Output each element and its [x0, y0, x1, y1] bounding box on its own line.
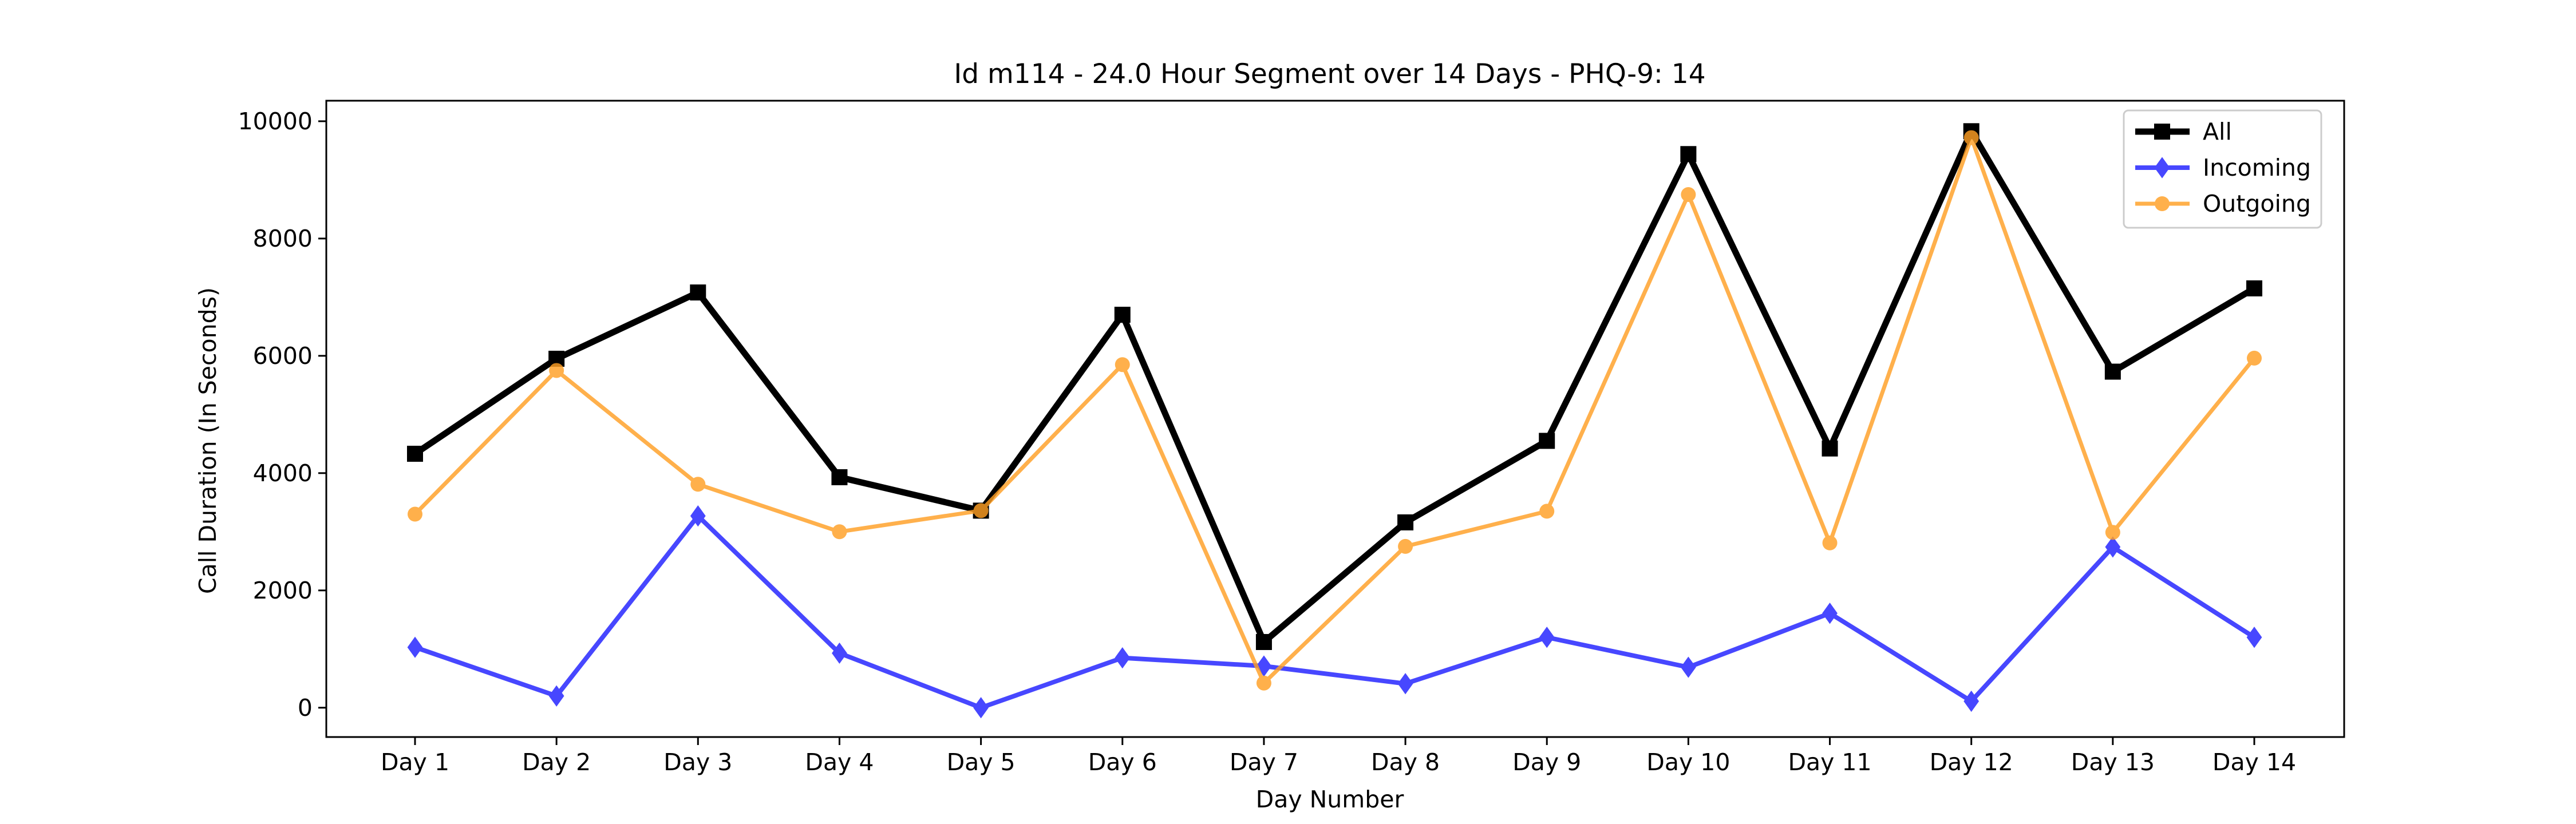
legend-marker-all	[2154, 124, 2170, 140]
data-point-outgoing	[1681, 187, 1696, 202]
data-point-incoming	[1680, 656, 1696, 678]
y-tick-label: 0	[298, 694, 313, 722]
data-point-incoming	[1397, 673, 1413, 695]
chart-title: Id m114 - 24.0 Hour Segment over 14 Days…	[954, 58, 1705, 90]
y-tick-label: 8000	[253, 225, 313, 252]
x-tick-label: Day 10	[1646, 748, 1730, 776]
x-tick-label: Day 3	[663, 748, 732, 776]
data-point-all	[831, 469, 848, 485]
data-point-outgoing	[1822, 535, 1838, 550]
x-tick-label: Day 14	[2212, 748, 2296, 776]
data-point-incoming	[832, 642, 847, 664]
x-tick-label: Day 12	[1930, 748, 2013, 776]
y-tick-label: 2000	[253, 577, 313, 604]
data-point-incoming	[407, 636, 423, 658]
series-outgoing	[408, 130, 2262, 691]
data-point-outgoing	[549, 363, 564, 378]
x-tick-label: Day 1	[381, 748, 449, 776]
y-tick-label: 6000	[253, 342, 313, 370]
data-point-incoming	[973, 697, 989, 719]
legend-box	[2123, 109, 2322, 229]
data-point-outgoing	[1256, 675, 1271, 691]
x-tick-label: Day 7	[1230, 748, 1298, 776]
x-tick-label: Day 13	[2071, 748, 2155, 776]
data-point-all	[1114, 307, 1131, 323]
x-tick-label: Day 5	[947, 748, 1016, 776]
y-tick-label: 10000	[238, 108, 313, 135]
legend-label-incoming: Incoming	[2203, 154, 2311, 181]
legend-item-outgoing	[2135, 196, 2190, 211]
series-all	[407, 123, 2262, 650]
data-point-all	[1539, 433, 1555, 449]
data-point-incoming	[1539, 627, 1555, 648]
series-incoming	[407, 505, 2262, 719]
x-axis-label: Day Number	[1256, 786, 1404, 813]
x-tick-label: Day 2	[522, 748, 591, 776]
x-tick-label: Day 8	[1371, 748, 1440, 776]
legend-item-incoming	[2135, 157, 2190, 179]
data-point-incoming	[2246, 627, 2262, 648]
data-point-outgoing	[1115, 357, 1130, 373]
legend-marker-outgoing	[2155, 196, 2170, 211]
legend-marker-incoming	[2154, 157, 2170, 179]
legend-item-all	[2135, 124, 2190, 140]
x-tick-label: Day 4	[805, 748, 874, 776]
data-point-outgoing	[2247, 350, 2262, 366]
data-point-outgoing	[408, 506, 422, 522]
data-point-all	[2104, 363, 2121, 380]
data-point-all	[1397, 514, 1414, 530]
series-line-incoming	[414, 513, 2256, 710]
data-point-all	[1255, 633, 1272, 650]
legend-label-all: All	[2203, 118, 2232, 145]
y-axis-label: Call Duration (In Seconds)	[194, 287, 222, 594]
data-point-all	[1680, 146, 1697, 163]
series-line-all	[413, 128, 2256, 645]
legend-label-outgoing: Outgoing	[2203, 190, 2311, 217]
data-point-outgoing	[2105, 525, 2120, 540]
data-point-incoming	[2105, 536, 2121, 558]
data-point-incoming	[548, 685, 564, 707]
x-tick-label: Day 6	[1088, 748, 1157, 776]
data-point-all	[690, 284, 706, 301]
data-point-outgoing	[690, 477, 706, 492]
data-point-incoming	[1822, 603, 1838, 624]
data-point-all	[1822, 440, 1838, 457]
marks-layer: Day 1 Day 2 Day 3 Day 4 Day 5 Day 6 Day 7 Day 8…	[238, 108, 2297, 776]
x-tick-label: Day 9	[1512, 748, 1581, 776]
data-point-all	[407, 445, 423, 462]
y-tick-label: 4000	[253, 459, 313, 487]
data-point-outgoing	[1963, 130, 1979, 145]
data-point-outgoing	[832, 524, 847, 540]
plot-area	[325, 100, 2345, 738]
data-point-incoming	[690, 505, 706, 527]
data-point-all	[2246, 280, 2262, 296]
data-point-outgoing	[973, 503, 989, 518]
x-tick-label: Day 11	[1788, 748, 1871, 776]
data-point-outgoing	[1539, 504, 1555, 519]
data-point-outgoing	[1398, 538, 1413, 554]
series-line-outgoing	[413, 136, 2256, 686]
data-point-incoming	[1963, 690, 1980, 712]
legend: All Incoming Outgoing	[2123, 109, 2322, 229]
data-point-incoming	[1115, 647, 1131, 669]
